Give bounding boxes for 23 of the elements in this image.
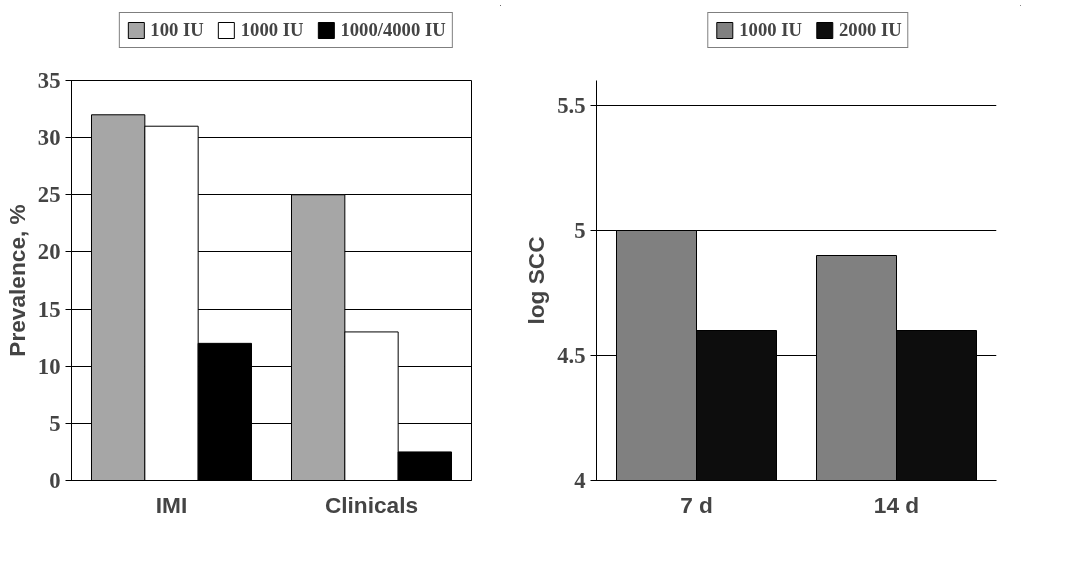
y-tick-label: 25 — [37, 182, 61, 208]
y-tick-label: 5.5 — [557, 93, 586, 118]
x-tick-label: Clinicals — [324, 491, 419, 518]
legend-label: 2000 IU — [839, 19, 902, 41]
legend-label: 1000/4000 IU — [340, 19, 446, 41]
y-tick-label: 30 — [37, 125, 61, 151]
y-tick-label: 15 — [37, 296, 61, 322]
legend-label: 100 IU — [150, 19, 204, 41]
legend-label: 1000 IU — [739, 19, 802, 41]
y-axis-title: log SCC — [523, 236, 550, 325]
y-tick-label: 20 — [37, 239, 61, 265]
y-tick-label: 10 — [37, 353, 61, 379]
y-tick-label: 4.5 — [557, 343, 586, 368]
y-tick-label: 5 — [49, 410, 61, 436]
y-tick-label: 0 — [49, 468, 61, 493]
y-tick-label: 5 — [574, 218, 586, 243]
y-tick-label: 4 — [574, 468, 586, 493]
y-tick-label: 35 — [37, 68, 61, 93]
x-tick-label: IMI — [155, 491, 188, 518]
x-tick-label: 7 d — [680, 491, 713, 518]
legend-label: 1000 IU — [240, 19, 304, 41]
x-tick-label: 14 d — [873, 491, 920, 518]
y-axis-title: Prevalence, % — [3, 204, 30, 357]
